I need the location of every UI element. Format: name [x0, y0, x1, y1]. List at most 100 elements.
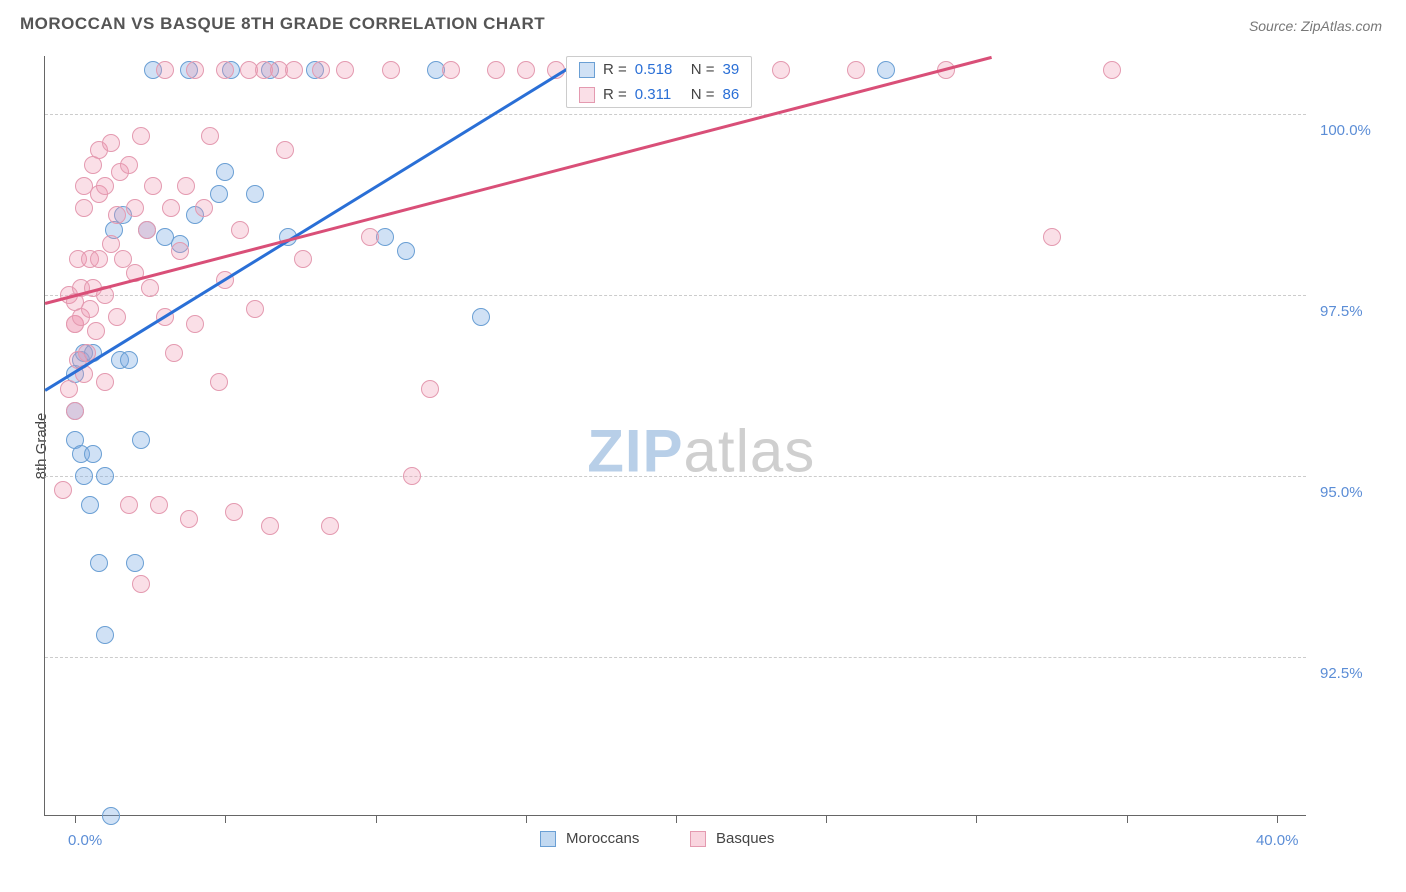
data-point [126, 554, 144, 572]
x-tick [75, 815, 76, 823]
y-tick-label: 97.5% [1320, 303, 1363, 320]
legend-r-label: R = [603, 86, 627, 103]
data-point [84, 445, 102, 463]
data-point [276, 141, 294, 159]
data-point [96, 626, 114, 644]
x-tick [225, 815, 226, 823]
data-point [397, 242, 415, 260]
data-point [60, 380, 78, 398]
data-point [1103, 61, 1121, 79]
data-point [90, 250, 108, 268]
data-point [177, 177, 195, 195]
data-point [285, 61, 303, 79]
data-point [96, 177, 114, 195]
data-point [75, 467, 93, 485]
data-point [81, 300, 99, 318]
data-point [81, 496, 99, 514]
data-point [141, 279, 159, 297]
data-point [472, 308, 490, 326]
data-point [171, 242, 189, 260]
gridline [45, 657, 1306, 658]
data-point [442, 61, 460, 79]
legend-row: R = 0.311 N = 86 [567, 82, 751, 107]
data-point [772, 61, 790, 79]
data-point [312, 61, 330, 79]
data-point [102, 134, 120, 152]
x-tick [676, 815, 677, 823]
legend-r-value: 0.518 [635, 61, 683, 78]
data-point [126, 199, 144, 217]
data-point [216, 163, 234, 181]
data-point [90, 554, 108, 572]
data-point [165, 344, 183, 362]
data-point [261, 517, 279, 535]
data-point [336, 61, 354, 79]
data-point [186, 61, 204, 79]
data-point [321, 517, 339, 535]
correlation-legend: R = 0.518 N = 39 R = 0.311 N = 86 [566, 56, 752, 108]
chart-title: MOROCCAN VS BASQUE 8TH GRADE CORRELATION… [20, 14, 545, 34]
data-point [120, 351, 138, 369]
data-point [180, 510, 198, 528]
data-point [877, 61, 895, 79]
y-tick-label: 95.0% [1320, 484, 1363, 501]
legend-swatch [690, 831, 706, 847]
data-point [201, 127, 219, 145]
data-point [144, 177, 162, 195]
x-tick [376, 815, 377, 823]
legend-item: Moroccans [540, 830, 639, 847]
data-point [87, 322, 105, 340]
data-point [382, 61, 400, 79]
data-point [216, 61, 234, 79]
watermark-atlas: atlas [684, 418, 816, 485]
x-tick [526, 815, 527, 823]
data-point [225, 503, 243, 521]
x-tick [1127, 815, 1128, 823]
legend-swatch [540, 831, 556, 847]
data-point [195, 199, 213, 217]
data-point [421, 380, 439, 398]
legend-n-label: N = [691, 61, 715, 78]
data-point [132, 431, 150, 449]
data-point [361, 228, 379, 246]
x-tick-label: 40.0% [1256, 832, 1299, 849]
legend-r-label: R = [603, 61, 627, 78]
x-tick [976, 815, 977, 823]
x-tick-label: 0.0% [68, 832, 102, 849]
legend-item: Basques [690, 830, 774, 847]
data-point [96, 373, 114, 391]
legend-row: R = 0.518 N = 39 [567, 57, 751, 82]
data-point [210, 373, 228, 391]
data-point [132, 127, 150, 145]
legend-swatch [579, 62, 595, 78]
data-point [108, 308, 126, 326]
data-point [487, 61, 505, 79]
legend-label: Moroccans [566, 830, 639, 847]
data-point [294, 250, 312, 268]
data-point [54, 481, 72, 499]
legend-label: Basques [716, 830, 774, 847]
data-point [75, 199, 93, 217]
x-tick [826, 815, 827, 823]
gridline [45, 476, 1306, 477]
data-point [96, 467, 114, 485]
data-point [156, 61, 174, 79]
data-point [150, 496, 168, 514]
y-tick-label: 92.5% [1320, 665, 1363, 682]
y-tick-label: 100.0% [1320, 122, 1371, 139]
data-point [120, 156, 138, 174]
data-point [132, 575, 150, 593]
data-point [162, 199, 180, 217]
source-attribution: Source: ZipAtlas.com [1249, 18, 1382, 34]
plot-area: ZIPatlas [44, 56, 1306, 816]
data-point [120, 496, 138, 514]
legend-n-value: 86 [723, 86, 740, 103]
data-point [246, 300, 264, 318]
x-tick [1277, 815, 1278, 823]
data-point [108, 206, 126, 224]
legend-n-label: N = [691, 86, 715, 103]
legend-n-value: 39 [723, 61, 740, 78]
legend-r-value: 0.311 [635, 86, 683, 103]
data-point [186, 315, 204, 333]
data-point [66, 402, 84, 420]
